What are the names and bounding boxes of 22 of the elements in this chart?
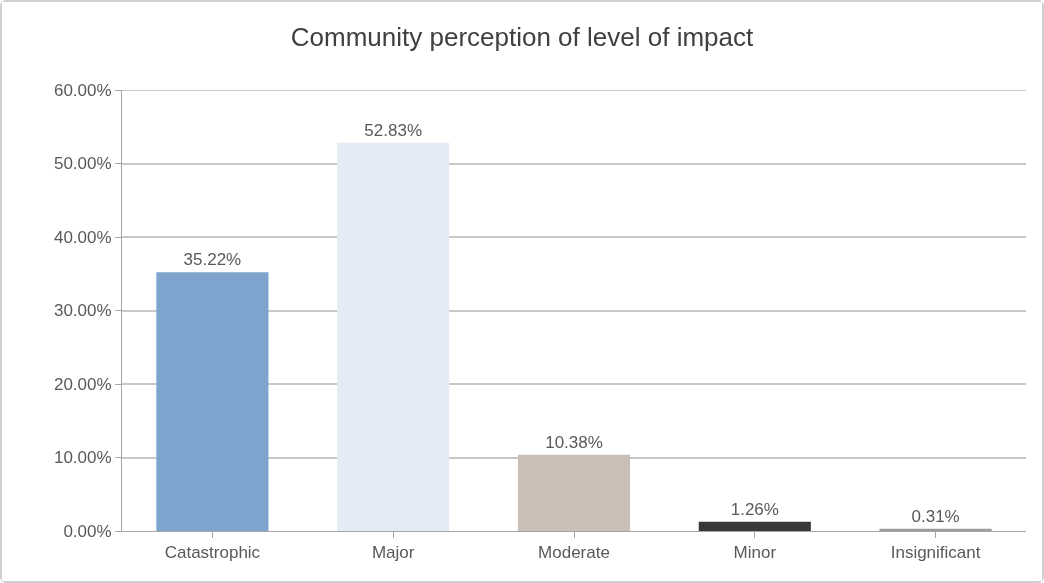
- bar: [337, 142, 450, 531]
- y-tick-label: 60.00%: [53, 80, 112, 100]
- x-tick-label: Moderate: [538, 543, 610, 563]
- x-tick-label: Major: [371, 543, 415, 563]
- data-label: 10.38%: [545, 432, 603, 452]
- x-tick-label: Minor: [733, 543, 777, 563]
- y-tick-label: 30.00%: [53, 301, 112, 321]
- bar: [698, 521, 811, 531]
- x-tick-label: Insignificant: [890, 543, 981, 563]
- y-tick-label: 10.00%: [53, 448, 112, 468]
- data-label: 1.26%: [730, 499, 779, 519]
- bar: [517, 454, 631, 531]
- y-tick-label: 40.00%: [53, 227, 112, 247]
- data-label: 0.31%: [911, 506, 960, 526]
- y-tick-label: 0.00%: [63, 521, 112, 541]
- data-label: 52.83%: [364, 120, 423, 140]
- y-tick-label: 20.00%: [53, 374, 112, 394]
- y-tick-label: 50.00%: [53, 154, 112, 174]
- bar: [156, 272, 269, 531]
- x-tick-label: Catastrophic: [164, 543, 261, 563]
- data-label: 35.22%: [183, 250, 242, 270]
- chart-title: Community perception of level of impact: [290, 22, 754, 53]
